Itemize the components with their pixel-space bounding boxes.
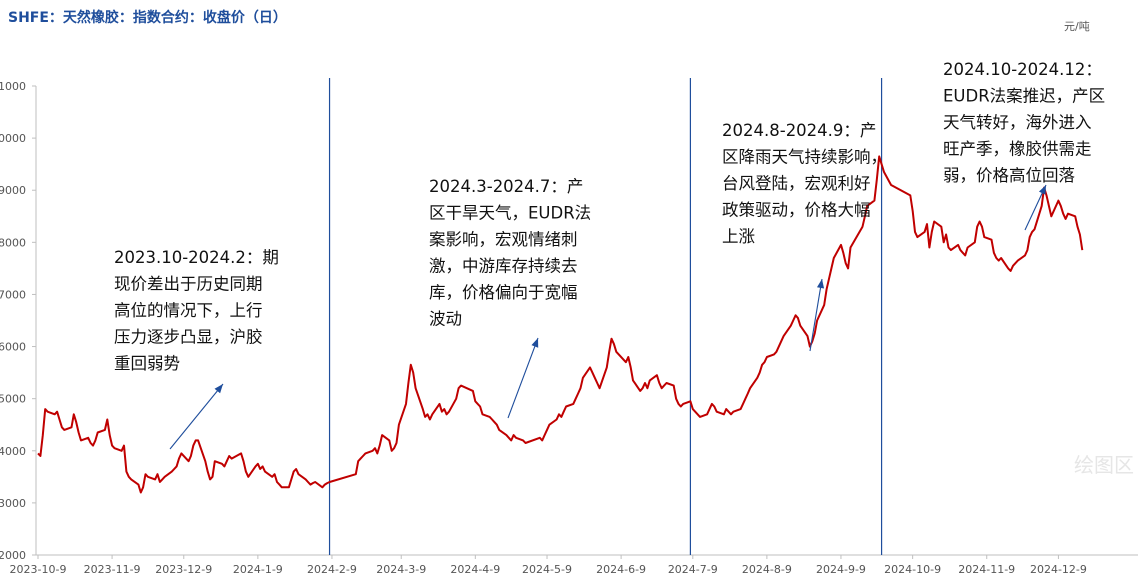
series-line bbox=[37, 155, 1084, 494]
annotation-line: 激，中游库存持续去 bbox=[429, 257, 578, 276]
x-tick-label: 2024-11-9 bbox=[958, 563, 1015, 576]
annotation-2: 2024.3-2024.7：产区干旱天气，EUDR法案影响，宏观情绪刺激，中游库… bbox=[429, 177, 591, 419]
annotation-1: 2023.10-2024.2：期现价差出于历史同期高位的情况下，上行压力逐步凸显… bbox=[114, 248, 279, 450]
annotation-line: 现价差出于历史同期 bbox=[114, 275, 263, 294]
annotation-line: 区降雨天气持续影响， bbox=[722, 148, 887, 167]
y-tick-label: 8000 bbox=[0, 236, 26, 249]
period-dividers bbox=[328, 78, 883, 555]
x-tick-label: 2024-2-9 bbox=[307, 563, 357, 576]
chart-title: SHFE：天然橡胶：指数合约：收盘价（日） bbox=[8, 9, 287, 26]
x-tick-label: 2024-10-9 bbox=[884, 563, 941, 576]
annotation-line: 2023.10-2024.2：期 bbox=[114, 248, 279, 267]
annotation-line: 压力逐步凸显，沪胶 bbox=[114, 328, 263, 347]
x-tick-label: 2024-5-9 bbox=[522, 563, 572, 576]
annotation-line: 波动 bbox=[429, 310, 462, 329]
y-tick-label: 1000 bbox=[0, 80, 26, 93]
x-tick-label: 2024-3-9 bbox=[376, 563, 426, 576]
y-axis: 2000 3000 4000 5000 6000 7000 8000 9000 0000 1000 bbox=[0, 80, 37, 562]
unit-label: 元/吨 bbox=[1064, 20, 1090, 33]
annotation-line: 库，价格偏向于宽幅 bbox=[429, 283, 578, 302]
annotation-arrowhead bbox=[531, 338, 539, 348]
x-tick-label: 2024-7-9 bbox=[668, 563, 718, 576]
annotation-line: 案影响，宏观情绪刺 bbox=[429, 230, 578, 249]
annotation-line: 区干旱天气，EUDR法 bbox=[429, 204, 591, 223]
y-tick-label: 4000 bbox=[0, 445, 26, 458]
annotations: 2023.10-2024.2：期现价差出于历史同期高位的情况下，上行压力逐步凸显… bbox=[114, 60, 1105, 450]
y-tick-label: 6000 bbox=[0, 341, 26, 354]
annotation-line: 2024.3-2024.7：产 bbox=[429, 177, 583, 196]
annotation-arrow bbox=[507, 337, 539, 419]
annotation-line: 天气转好，海外进入 bbox=[943, 113, 1092, 132]
y-tick-label: 7000 bbox=[0, 288, 26, 301]
y-tick-label: 2000 bbox=[0, 549, 26, 562]
annotation-arrow bbox=[809, 278, 823, 352]
y-tick-label: 9000 bbox=[0, 184, 26, 197]
annotation-arrowhead bbox=[1038, 185, 1046, 195]
annotation-arrowhead bbox=[816, 279, 825, 289]
x-tick-label: 2024-4-9 bbox=[450, 563, 500, 576]
annotation-line: 台风登陆，宏观利好 bbox=[722, 174, 871, 193]
x-tick-label: 2023-11-9 bbox=[84, 563, 141, 576]
annotation-arrowhead bbox=[214, 384, 223, 394]
x-tick-label: 2024-6-9 bbox=[596, 563, 646, 576]
y-tick-label: 5000 bbox=[0, 393, 26, 406]
annotation-line: 高位的情况下，上行 bbox=[114, 301, 263, 320]
x-tick-label: 2023-10-9 bbox=[10, 563, 67, 576]
annotation-line: 上涨 bbox=[722, 227, 755, 246]
x-tick-label: 2024-1-9 bbox=[233, 563, 283, 576]
annotation-line: 重回弱势 bbox=[114, 354, 180, 373]
x-tick-label: 2024-9-9 bbox=[816, 563, 866, 576]
annotation-line: 2024.10-2024.12： bbox=[943, 60, 1102, 79]
annotation-line: 旺产季，橡胶供需走 bbox=[943, 140, 1092, 159]
annotation-4: 2024.10-2024.12： EUDR法案推迟，产区天气转好，海外进入旺产季，… bbox=[943, 60, 1105, 231]
annotation-line: 2024.8-2024.9：产 bbox=[722, 121, 876, 140]
y-tick-label: 3000 bbox=[0, 497, 26, 510]
watermark: 绘图区 bbox=[1074, 453, 1134, 477]
x-axis: 2023-10-9 2023-11-9 2023-12-9 2024-1-9 2024-… bbox=[10, 554, 1138, 576]
x-tick-label: 2023-12-9 bbox=[155, 563, 212, 576]
annotation-arrow bbox=[169, 383, 224, 450]
y-tick-label: 0000 bbox=[0, 132, 26, 145]
x-tick-label: 2024-8-9 bbox=[742, 563, 792, 576]
annotation-line: EUDR法案推迟，产区 bbox=[943, 87, 1105, 106]
annotation-line: 政策驱动，价格大幅 bbox=[722, 201, 871, 220]
x-tick-label: 2024-12-9 bbox=[1030, 563, 1087, 576]
annotation-line: 弱，价格高位回落 bbox=[943, 166, 1076, 185]
